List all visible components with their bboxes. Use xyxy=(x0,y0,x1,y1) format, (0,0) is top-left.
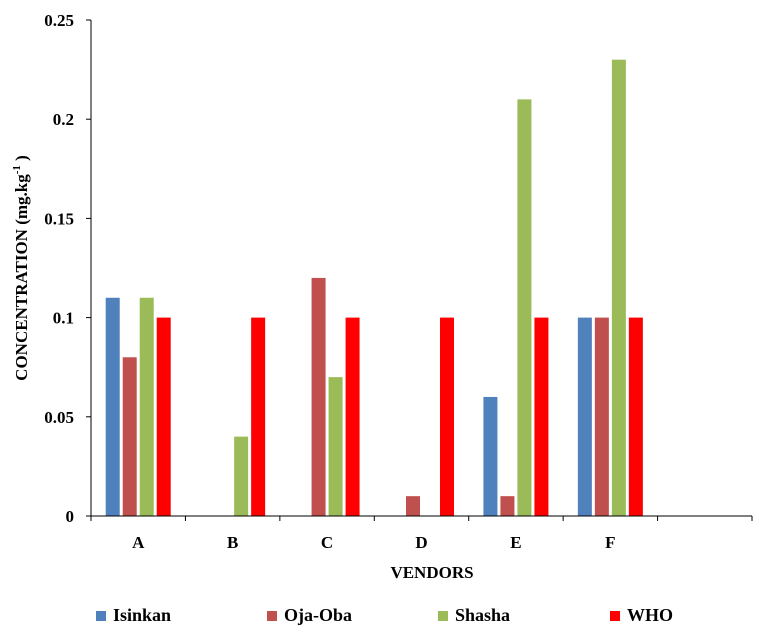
legend-label-shasha: Shasha xyxy=(455,605,510,625)
bar-isinkan-f xyxy=(577,317,592,516)
bar-who-e xyxy=(534,317,549,516)
bar-shasha-e xyxy=(517,99,532,517)
bar-oja-oba-a xyxy=(122,357,137,516)
bar-who-a xyxy=(156,317,171,516)
bar-shasha-b xyxy=(234,436,249,516)
legend-label-oja-oba: Oja-Oba xyxy=(284,605,352,625)
legend-swatch-shasha xyxy=(438,611,448,621)
x-axis-ticks: A B C D E F xyxy=(90,516,753,552)
bar-who-d xyxy=(440,317,454,516)
bar-who-b xyxy=(251,317,266,516)
y-axis-title-superscript: -1 xyxy=(11,165,23,174)
y-tick-label: 0.2 xyxy=(53,110,74,129)
bar-shasha-f xyxy=(611,59,626,517)
y-axis-title-tail: ) xyxy=(12,155,31,165)
bar-oja-oba-e xyxy=(500,496,515,516)
legend-swatch-who xyxy=(610,611,620,621)
x-tick-label: E xyxy=(510,533,521,552)
x-tick-label: D xyxy=(415,533,427,552)
bar-isinkan-e xyxy=(483,396,498,516)
y-tick-label: 0.05 xyxy=(44,408,74,427)
x-tick-label: F xyxy=(605,533,615,552)
x-axis-title: VENDORS xyxy=(390,563,473,582)
bar-isinkan-a xyxy=(105,297,120,516)
bar-shasha-c xyxy=(328,377,343,516)
y-tick-label: 0.25 xyxy=(44,11,74,30)
y-axis-title: CONCENTRATION (mg.kg-1 ) xyxy=(11,155,31,381)
legend-swatch-isinkan xyxy=(96,611,106,621)
bar-shasha-a xyxy=(139,297,154,516)
y-axis-title-main: CONCENTRATION (mg.kg xyxy=(12,174,31,381)
y-tick-label: 0.15 xyxy=(44,209,74,228)
x-tick-label: B xyxy=(227,533,238,552)
legend-label-who: WHO xyxy=(627,605,673,625)
legend-label-isinkan: Isinkan xyxy=(113,605,171,625)
x-tick-label: C xyxy=(321,533,333,552)
y-tick-label: 0.1 xyxy=(53,309,74,328)
x-tick-label: A xyxy=(132,533,145,552)
bars xyxy=(105,59,643,517)
legend: Isinkan Oja-Oba Shasha WHO xyxy=(96,605,673,625)
bar-oja-oba-c xyxy=(311,277,326,516)
bar-who-c xyxy=(345,317,360,516)
bar-oja-oba-f xyxy=(594,317,609,516)
bar-oja-oba-d xyxy=(406,496,420,516)
y-tick-label: 0 xyxy=(66,507,75,526)
bar-who-f xyxy=(628,317,643,516)
legend-swatch-oja-oba xyxy=(267,611,277,621)
y-axis-ticks: 0 0.05 0.1 0.15 0.2 0.25 xyxy=(44,11,91,526)
